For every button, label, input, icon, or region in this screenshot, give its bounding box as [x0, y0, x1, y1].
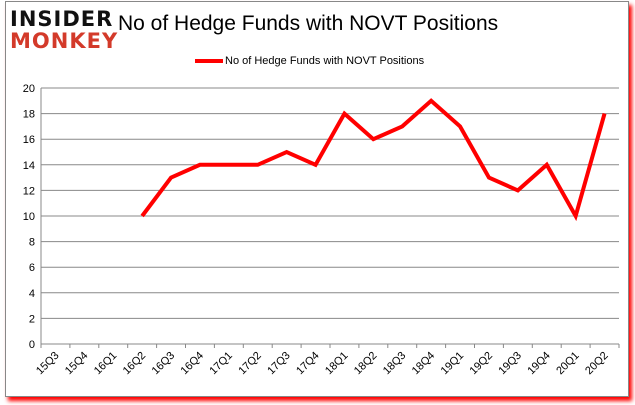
x-tick-label: 18Q1 — [323, 350, 351, 378]
x-tick-label: 18Q4 — [410, 350, 438, 378]
y-tick-label: 2 — [29, 313, 35, 325]
y-tick-label: 18 — [23, 109, 35, 121]
y-tick-label: 0 — [29, 339, 35, 351]
insider-monkey-logo: INSIDER MONKEY — [10, 8, 118, 52]
y-tick-label: 14 — [23, 160, 35, 172]
x-tick-label: 15Q4 — [63, 350, 91, 378]
x-tick-label: 16Q1 — [92, 350, 120, 378]
y-tick-label: 10 — [23, 211, 35, 223]
x-tick-label: 19Q1 — [439, 350, 467, 378]
x-tick-label: 19Q3 — [496, 350, 524, 378]
x-tick-label: 18Q3 — [381, 350, 409, 378]
y-tick-label: 12 — [23, 185, 35, 197]
y-tick-label: 6 — [29, 262, 35, 274]
legend-swatch — [195, 59, 223, 63]
y-tick-label: 16 — [23, 134, 35, 146]
chart-frame — [5, 1, 629, 397]
x-tick-label: 19Q2 — [468, 350, 496, 378]
x-tick-label: 16Q2 — [121, 350, 149, 378]
logo-line-2: MONKEY — [10, 29, 119, 53]
series-line — [140, 98, 607, 222]
x-tick-label: 15Q3 — [34, 350, 62, 378]
x-tick-label: 17Q2 — [236, 350, 264, 378]
x-tick-label: 17Q4 — [294, 350, 322, 378]
x-tick-label: 18Q2 — [352, 350, 380, 378]
y-tick-label: 20 — [23, 83, 35, 95]
y-tick-label: 8 — [29, 237, 35, 249]
x-tick-label: 20Q1 — [554, 350, 582, 378]
chart-title: No of Hedge Funds with NOVT Positions — [118, 12, 499, 35]
legend: No of Hedge Funds with NOVT Positions — [195, 55, 424, 67]
legend-label: No of Hedge Funds with NOVT Positions — [225, 55, 425, 67]
x-tick-label: 17Q1 — [207, 350, 235, 378]
x-tick-label: 19Q4 — [525, 350, 553, 378]
x-tick-label: 20Q2 — [583, 350, 611, 378]
x-tick-label: 16Q3 — [150, 350, 178, 378]
y-tick-label: 4 — [29, 288, 35, 300]
x-tick-label: 16Q4 — [179, 350, 207, 378]
x-tick-label: 17Q3 — [265, 350, 293, 378]
logo-line-1: INSIDER — [10, 7, 114, 31]
